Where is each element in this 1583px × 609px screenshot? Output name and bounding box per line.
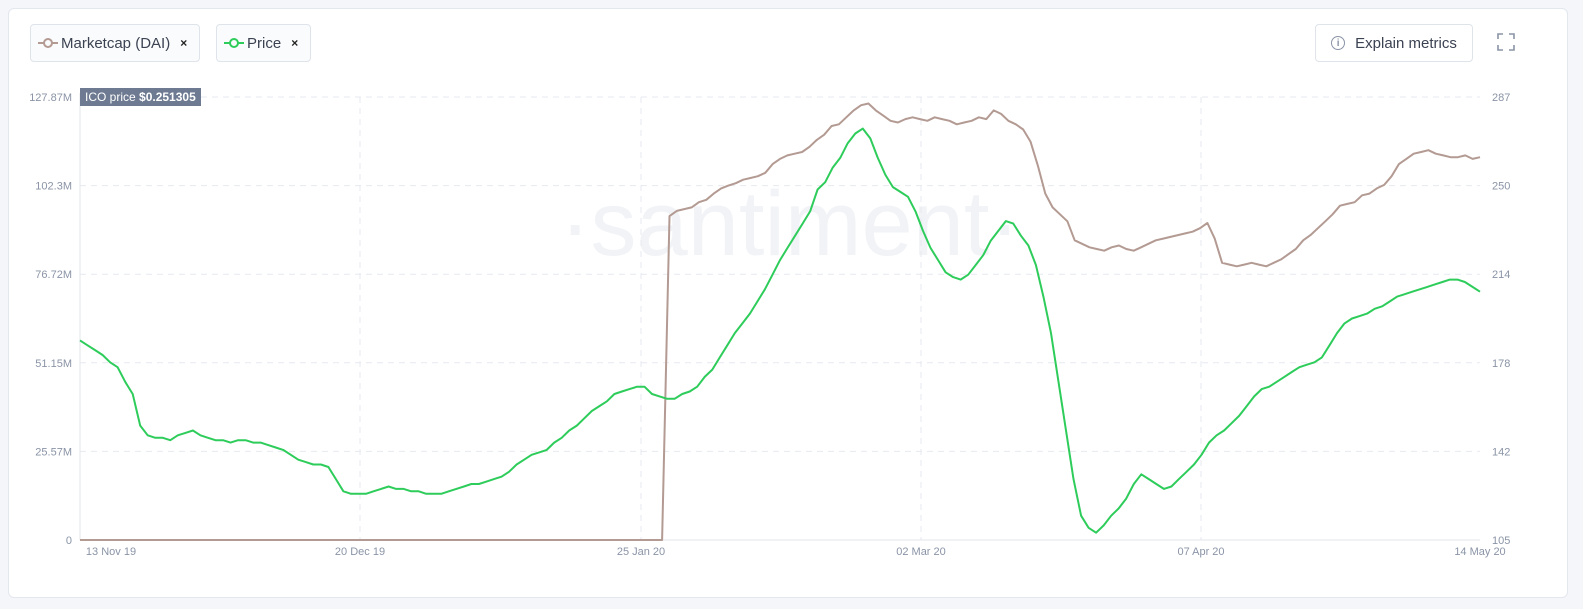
legend-marketcap-label: Marketcap (DAI) (61, 34, 171, 52)
legend-price-label: Price (247, 34, 282, 52)
legend-price[interactable]: Price × (216, 24, 312, 62)
info-icon: i (1331, 36, 1346, 50)
explain-metrics-button[interactable]: i Explain metrics (1315, 24, 1473, 62)
chart-card (8, 8, 1568, 598)
legend-marketcap[interactable]: Marketcap (DAI) × (30, 24, 201, 62)
fullscreen-icon[interactable] (1497, 33, 1515, 51)
ico-price-label: ICO price (85, 90, 136, 104)
ico-price-value: $0.251305 (139, 90, 196, 104)
price-series-icon (224, 38, 244, 48)
remove-marketcap-icon[interactable]: × (180, 36, 188, 50)
remove-price-icon[interactable]: × (291, 36, 299, 50)
marketcap-series-icon (38, 38, 58, 48)
ico-price-badge: ICO price $0.251305 (80, 88, 201, 106)
explain-metrics-label: Explain metrics (1355, 34, 1457, 52)
